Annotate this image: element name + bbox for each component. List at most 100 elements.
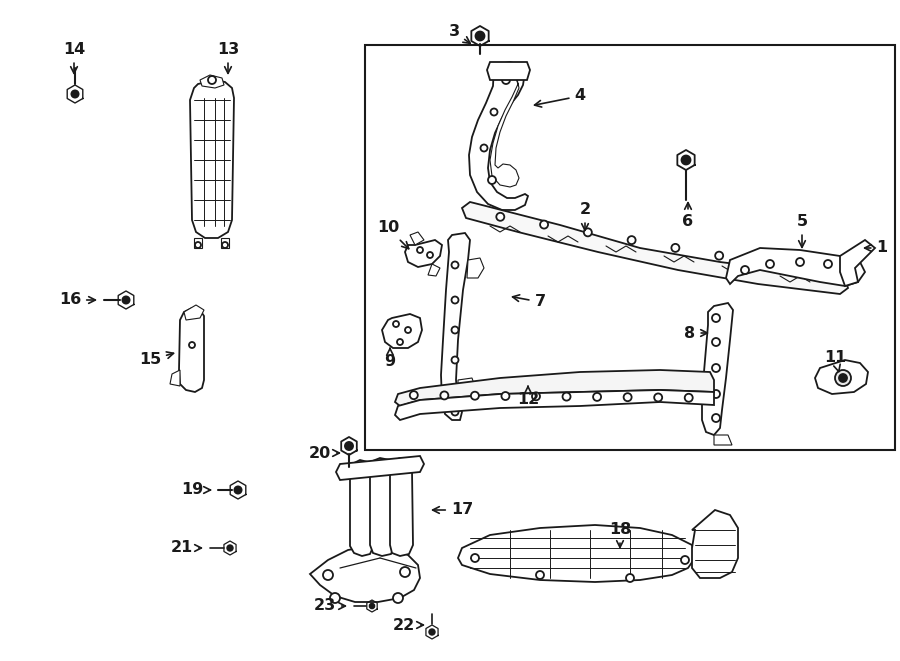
Polygon shape	[458, 525, 695, 582]
Circle shape	[234, 486, 241, 494]
Polygon shape	[221, 238, 229, 248]
Circle shape	[712, 338, 720, 346]
Polygon shape	[179, 308, 204, 392]
Circle shape	[393, 321, 399, 327]
Circle shape	[712, 390, 720, 398]
Circle shape	[122, 296, 130, 303]
Circle shape	[189, 342, 195, 348]
Polygon shape	[310, 546, 420, 602]
Circle shape	[502, 76, 510, 84]
Text: 17: 17	[433, 502, 473, 518]
Circle shape	[488, 176, 496, 184]
Text: 8: 8	[684, 325, 707, 340]
Polygon shape	[428, 264, 440, 276]
Polygon shape	[382, 314, 422, 348]
Circle shape	[475, 32, 484, 40]
Circle shape	[227, 545, 233, 551]
Polygon shape	[692, 510, 738, 578]
Polygon shape	[815, 360, 868, 394]
Text: 3: 3	[448, 24, 470, 44]
Circle shape	[681, 556, 689, 564]
Polygon shape	[462, 202, 848, 294]
Text: 13: 13	[217, 42, 239, 73]
Circle shape	[323, 570, 333, 580]
Circle shape	[671, 244, 680, 252]
Polygon shape	[170, 370, 180, 386]
Text: 6: 6	[682, 203, 694, 229]
Text: 7: 7	[513, 295, 545, 309]
Circle shape	[562, 393, 571, 401]
Text: 11: 11	[824, 350, 846, 371]
Text: 9: 9	[384, 348, 396, 369]
Text: 23: 23	[314, 598, 346, 613]
Polygon shape	[194, 238, 202, 248]
Circle shape	[345, 442, 353, 450]
Text: 12: 12	[517, 386, 539, 407]
Polygon shape	[467, 258, 484, 278]
Polygon shape	[405, 240, 442, 267]
Circle shape	[835, 370, 851, 386]
Circle shape	[759, 259, 767, 268]
Circle shape	[195, 242, 201, 248]
Polygon shape	[490, 73, 519, 187]
Polygon shape	[190, 80, 234, 238]
Circle shape	[471, 392, 479, 400]
Circle shape	[452, 297, 458, 303]
Circle shape	[496, 213, 504, 221]
Circle shape	[685, 394, 693, 402]
Polygon shape	[184, 305, 204, 320]
Circle shape	[417, 247, 423, 253]
Circle shape	[471, 554, 479, 562]
Polygon shape	[370, 458, 395, 556]
Circle shape	[427, 252, 433, 258]
Circle shape	[501, 392, 509, 400]
Circle shape	[654, 393, 662, 401]
Bar	[365, 45, 895, 450]
Circle shape	[536, 571, 544, 579]
Polygon shape	[840, 240, 875, 286]
Polygon shape	[350, 460, 374, 556]
Circle shape	[405, 327, 411, 333]
Circle shape	[824, 260, 832, 268]
Polygon shape	[487, 62, 530, 80]
Circle shape	[846, 266, 854, 274]
Text: 10: 10	[377, 221, 409, 249]
Circle shape	[452, 327, 458, 334]
Circle shape	[452, 387, 458, 393]
Polygon shape	[441, 233, 470, 420]
Circle shape	[452, 262, 458, 268]
Circle shape	[681, 155, 690, 165]
Circle shape	[452, 408, 458, 416]
Circle shape	[400, 567, 410, 577]
Circle shape	[839, 374, 847, 382]
Circle shape	[429, 629, 435, 635]
Text: 21: 21	[171, 541, 202, 555]
Polygon shape	[458, 378, 476, 402]
Circle shape	[330, 593, 340, 603]
Polygon shape	[410, 232, 424, 245]
Circle shape	[540, 221, 548, 229]
Circle shape	[712, 364, 720, 372]
Text: 19: 19	[181, 483, 211, 498]
Circle shape	[397, 339, 403, 345]
Circle shape	[796, 258, 804, 266]
Circle shape	[741, 266, 749, 274]
Circle shape	[624, 393, 632, 401]
Circle shape	[532, 393, 540, 401]
Circle shape	[481, 145, 488, 151]
Text: 20: 20	[309, 446, 339, 461]
Text: 22: 22	[393, 617, 423, 633]
Text: 16: 16	[58, 293, 95, 307]
Circle shape	[71, 91, 78, 98]
Polygon shape	[726, 248, 865, 286]
Circle shape	[593, 393, 601, 401]
Circle shape	[393, 593, 403, 603]
Circle shape	[712, 414, 720, 422]
Polygon shape	[702, 303, 733, 435]
Polygon shape	[390, 458, 413, 556]
Text: 2: 2	[580, 202, 590, 230]
Polygon shape	[469, 62, 528, 210]
Text: 4: 4	[535, 89, 586, 107]
Circle shape	[491, 108, 498, 116]
Polygon shape	[336, 456, 424, 480]
